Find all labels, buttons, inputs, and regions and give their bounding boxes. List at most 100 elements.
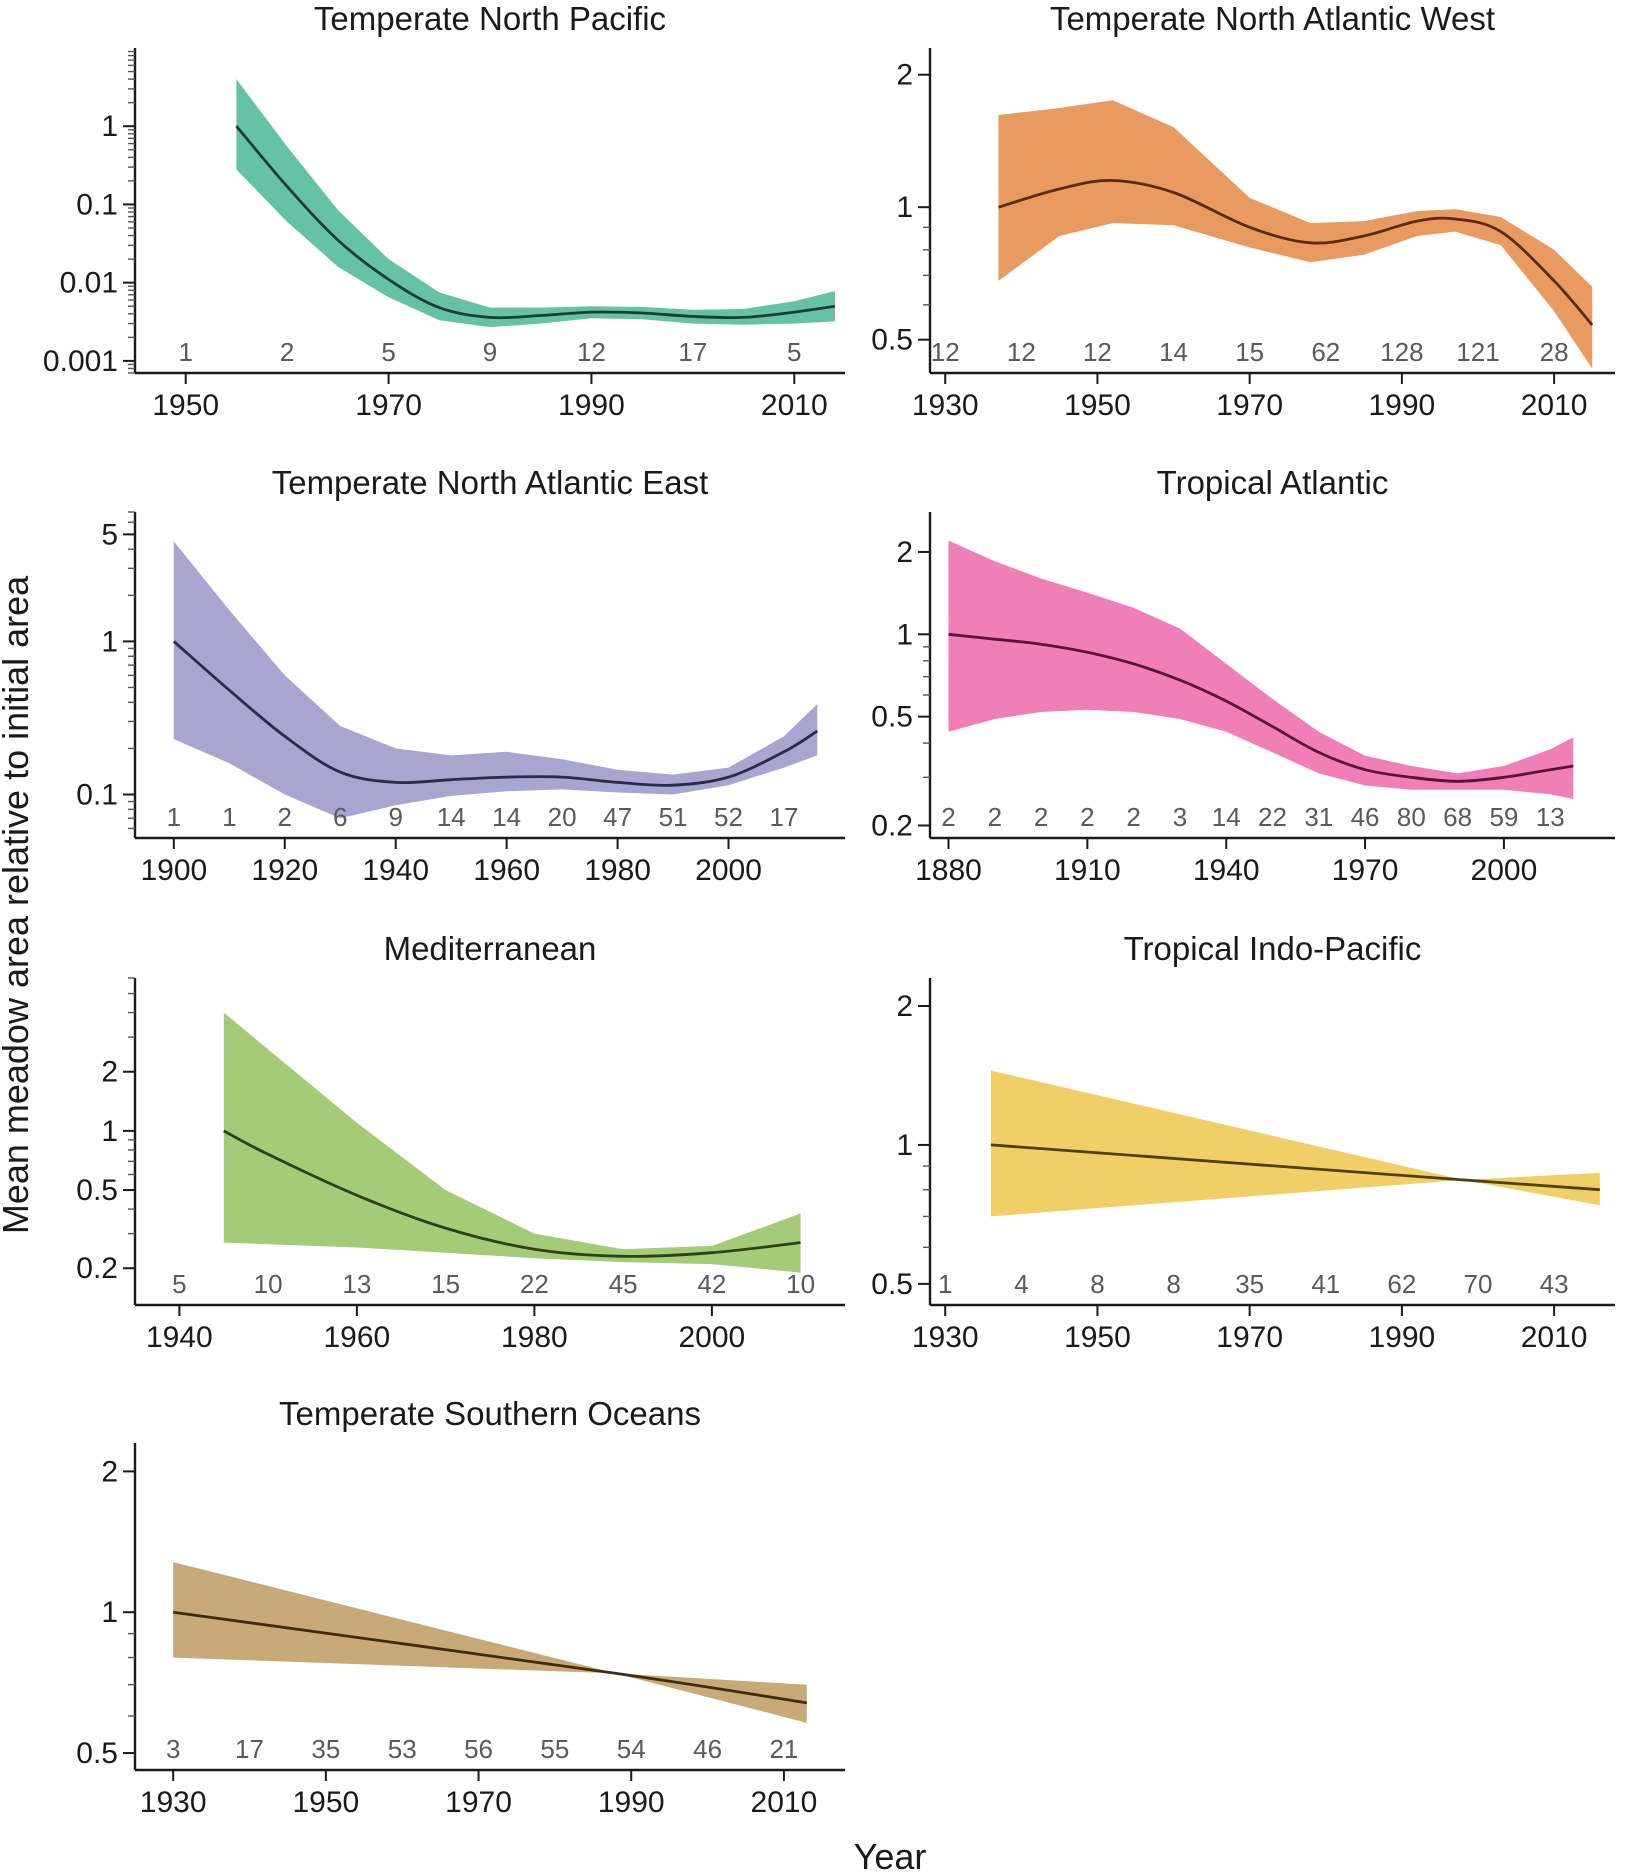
sample-count-label: 4	[1014, 1269, 1028, 1299]
y-tick-label: 0.5	[871, 701, 913, 734]
mean-line	[948, 632, 1574, 783]
sample-count-label: 1	[178, 337, 192, 367]
x-tick-label: 2010	[761, 389, 828, 422]
confidence-band	[990, 1070, 1600, 1217]
sample-count-label: 3	[1173, 802, 1187, 832]
sample-count-label: 5	[172, 1269, 186, 1299]
y-tick-label: 1	[101, 625, 118, 658]
sample-count-label: 15	[1235, 337, 1264, 367]
y-tick-label: 5	[101, 518, 118, 551]
sample-count-label: 2	[941, 802, 955, 832]
sample-count-label: 35	[1235, 1269, 1264, 1299]
y-tick-label: 1	[101, 1115, 118, 1148]
sample-count-label: 128	[1380, 337, 1423, 367]
x-tick-label: 2010	[1521, 1321, 1588, 1354]
sample-count-label: 14	[437, 802, 466, 832]
y-tick-label: 2	[101, 1455, 118, 1488]
panel-mediterranean: Mediterranean 0.2 0.5 1 2 1940 1960 1980 2000 5 10…	[76, 930, 845, 1354]
sample-count-label: 46	[1351, 802, 1380, 832]
sample-count-label: 15	[431, 1269, 460, 1299]
sample-count-label: 5	[787, 337, 801, 367]
sample-count-label: 8	[1166, 1269, 1180, 1299]
sample-count-label: 13	[342, 1269, 371, 1299]
sample-count-label: 8	[1090, 1269, 1104, 1299]
x-tick-label: 1950	[1064, 389, 1131, 422]
y-tick-label: 2	[896, 990, 913, 1023]
sample-count-label: 2	[1080, 802, 1094, 832]
x-tick-label: 2010	[751, 1786, 818, 1819]
sample-count-label: 10	[786, 1269, 815, 1299]
panel-title: Temperate North Atlantic East	[272, 464, 709, 501]
x-tick-label: 1950	[152, 389, 219, 422]
x-tick-label: 1950	[1064, 1321, 1131, 1354]
x-tick-label: 1940	[1193, 854, 1260, 887]
x-tick-label: 1930	[912, 389, 979, 422]
x-tick-label: 1990	[1369, 1321, 1436, 1354]
x-tick-label: 1970	[445, 1786, 512, 1819]
y-tick-label: 0.5	[76, 1174, 118, 1207]
panel-title: Temperate North Pacific	[314, 0, 666, 37]
x-tick-label: 1960	[324, 1321, 391, 1354]
y-tick-label: 0.001	[43, 345, 118, 378]
panel-title: Mediterranean	[384, 930, 597, 967]
confidence-band	[223, 1012, 801, 1273]
x-tick-label: 1940	[362, 854, 429, 887]
sample-count-label: 9	[388, 802, 402, 832]
sample-count-label: 41	[1311, 1269, 1340, 1299]
mean-line	[172, 640, 819, 787]
mean-line	[173, 1610, 808, 1705]
sample-count-label: 46	[693, 1734, 722, 1764]
sample-count-label: 5	[381, 337, 395, 367]
sample-count-label: 9	[483, 337, 497, 367]
sample-count-label: 22	[1258, 802, 1287, 832]
sample-count-label: 51	[659, 802, 688, 832]
x-tick-label: 1970	[1216, 389, 1283, 422]
sample-count-label: 1	[222, 802, 236, 832]
sample-count-label: 17	[235, 1734, 264, 1764]
y-tick-label: 0.2	[871, 809, 913, 842]
sample-count-label: 42	[697, 1269, 726, 1299]
x-tick-label: 1930	[912, 1321, 979, 1354]
mean-line	[235, 125, 836, 320]
x-tick-label: 1990	[598, 1786, 665, 1819]
confidence-band	[948, 540, 1574, 799]
sample-count-label: 12	[931, 337, 960, 367]
mean-line	[990, 1143, 1600, 1192]
x-tick-label: 1990	[558, 389, 625, 422]
sample-count-label: 2	[278, 802, 292, 832]
sample-count-label: 1	[167, 802, 181, 832]
sample-count-label: 3	[166, 1734, 180, 1764]
sample-count-label: 2	[988, 802, 1002, 832]
sample-count-label: 2	[1126, 802, 1140, 832]
sample-count-label: 55	[540, 1734, 569, 1764]
sample-count-label: 35	[311, 1734, 340, 1764]
sample-count-label: 31	[1304, 802, 1333, 832]
panel-title: Tropical Atlantic	[1157, 464, 1389, 501]
x-tick-label: 1910	[1054, 854, 1121, 887]
x-tick-label: 2010	[1521, 389, 1588, 422]
sample-count-label: 59	[1489, 802, 1518, 832]
sample-count-label: 14	[1159, 337, 1188, 367]
y-tick-label: 1	[101, 110, 118, 143]
sample-count-label: 70	[1464, 1269, 1493, 1299]
panel-title: Temperate Southern Oceans	[279, 1395, 701, 1432]
y-tick-label: 2	[896, 59, 913, 92]
sample-count-label: 1	[938, 1269, 952, 1299]
y-tick-label: 0.2	[76, 1252, 118, 1285]
sample-count-label: 21	[769, 1734, 798, 1764]
x-tick-label: 1980	[584, 854, 651, 887]
sample-count-label: 2	[1034, 802, 1048, 832]
x-tick-label: 1900	[140, 854, 207, 887]
x-tick-label: 2000	[1471, 854, 1538, 887]
confidence-band	[236, 79, 835, 328]
sample-count-label: 17	[678, 337, 707, 367]
confidence-band	[173, 541, 818, 819]
sample-count-label: 14	[1212, 802, 1241, 832]
x-tick-label: 1880	[915, 854, 982, 887]
panel-title: Tropical Indo-Pacific	[1124, 930, 1422, 967]
panel-tropical-indo-pacific: Tropical Indo-Pacific 0.5 1 2 1930 1950 1970 19…	[871, 930, 1615, 1354]
sample-count-label: 28	[1540, 337, 1569, 367]
